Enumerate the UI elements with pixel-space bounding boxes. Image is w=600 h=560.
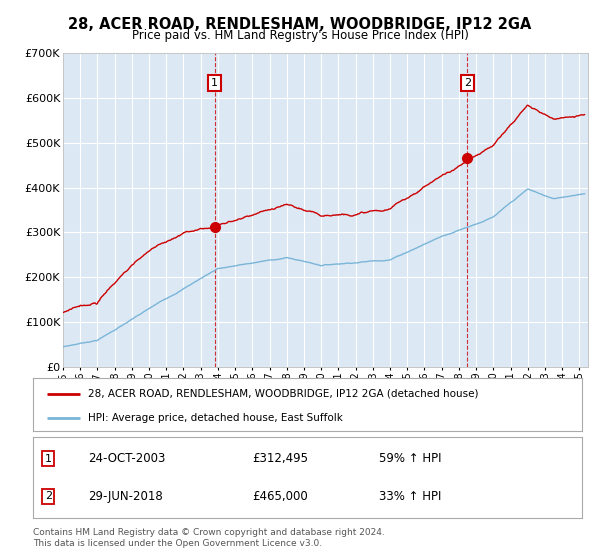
Text: HPI: Average price, detached house, East Suffolk: HPI: Average price, detached house, East…: [88, 413, 343, 423]
Text: 24-OCT-2003: 24-OCT-2003: [88, 452, 165, 465]
Text: Contains HM Land Registry data © Crown copyright and database right 2024.
This d: Contains HM Land Registry data © Crown c…: [33, 528, 385, 548]
Text: £312,495: £312,495: [253, 452, 308, 465]
Text: 2: 2: [464, 78, 471, 88]
Text: £465,000: £465,000: [253, 489, 308, 502]
Text: 1: 1: [211, 78, 218, 88]
Text: 28, ACER ROAD, RENDLESHAM, WOODBRIDGE, IP12 2GA (detached house): 28, ACER ROAD, RENDLESHAM, WOODBRIDGE, I…: [88, 389, 478, 399]
Text: 33% ↑ HPI: 33% ↑ HPI: [379, 489, 441, 502]
Text: 28, ACER ROAD, RENDLESHAM, WOODBRIDGE, IP12 2GA: 28, ACER ROAD, RENDLESHAM, WOODBRIDGE, I…: [68, 17, 532, 32]
Text: 59% ↑ HPI: 59% ↑ HPI: [379, 452, 442, 465]
Text: 29-JUN-2018: 29-JUN-2018: [88, 489, 163, 502]
Text: Price paid vs. HM Land Registry's House Price Index (HPI): Price paid vs. HM Land Registry's House …: [131, 29, 469, 42]
Text: 2: 2: [45, 491, 52, 501]
Text: 1: 1: [45, 454, 52, 464]
